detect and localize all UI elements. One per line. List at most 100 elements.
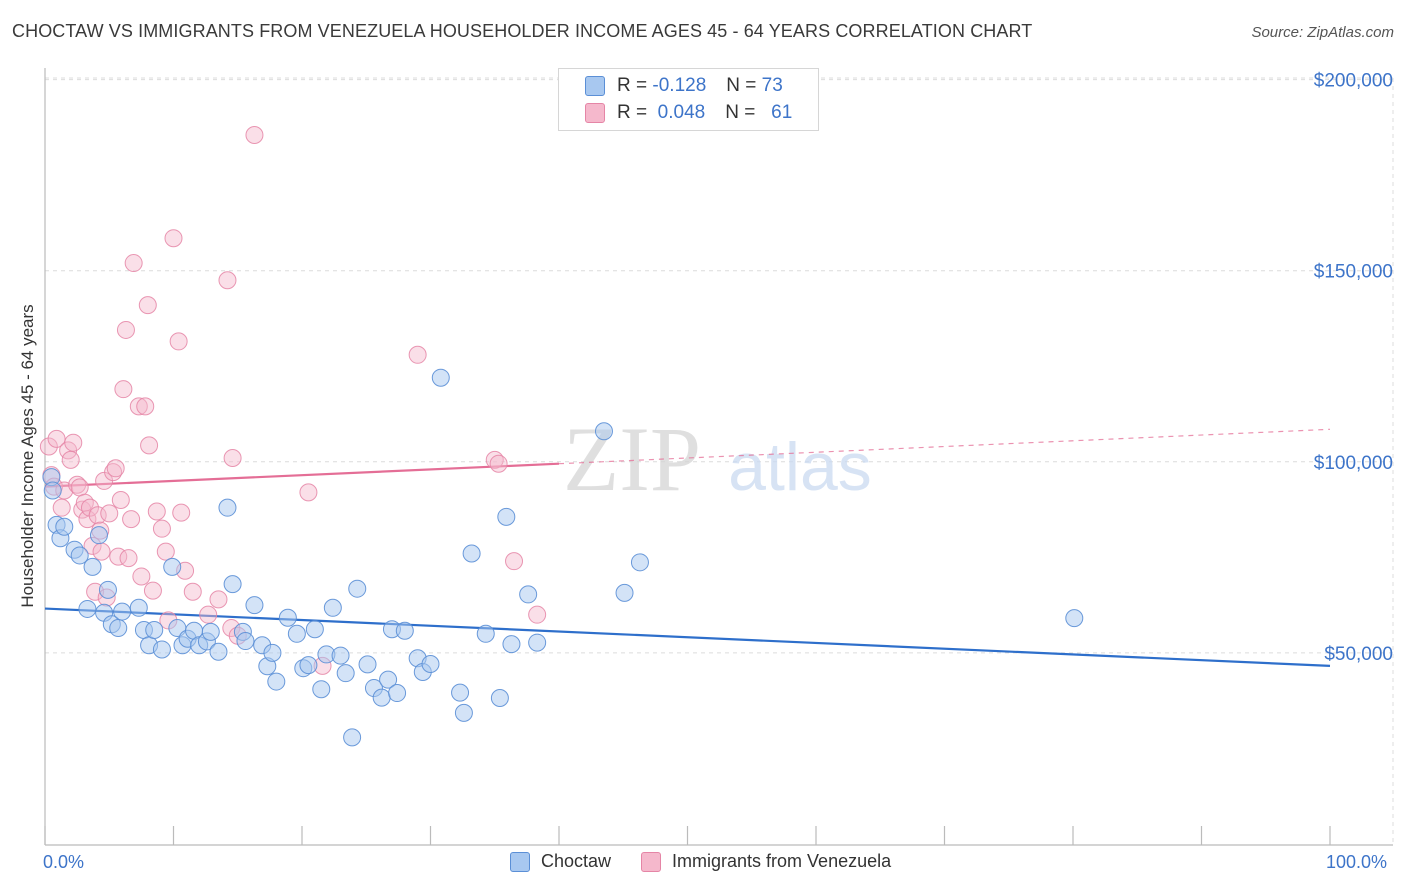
y-tick-label: $100,000 [1314, 453, 1393, 474]
venezuela-point [505, 552, 524, 571]
venezuela-point [52, 498, 71, 517]
venezuela-point [78, 510, 97, 529]
n-label: N = [726, 75, 757, 96]
venezuela-point [114, 380, 133, 399]
series-legend: Choctaw Immigrants from Venezuela [510, 851, 921, 872]
venezuela-point [61, 450, 80, 469]
venezuela-point [183, 582, 202, 601]
venezuela-point [156, 542, 175, 561]
r-label: R = [617, 102, 648, 123]
legend-row-venezuela: R = 0.048 N = 61 [585, 101, 792, 125]
source-note: Source: ZipAtlas.com [1251, 24, 1394, 41]
venezuela-point [169, 332, 188, 351]
legend-label-choctaw: Choctaw [541, 851, 612, 871]
venezuela-point [70, 478, 89, 497]
trend-lines [44, 428, 1331, 667]
choctaw-point [358, 655, 377, 674]
correlation-legend: R = -0.128 N = 73 R = 0.048 N = 61 [558, 68, 819, 131]
venezuela-point [147, 502, 166, 521]
choctaw-point [129, 598, 148, 617]
choctaw-point [223, 575, 242, 594]
choctaw-point [145, 620, 164, 639]
series-choctaw-points [42, 368, 1084, 747]
y-axis-label: Householder Income Ages 45 - 64 years [18, 304, 37, 608]
venezuela-point [245, 126, 264, 145]
venezuela-point [143, 581, 162, 600]
venezuela-point [119, 549, 138, 568]
choctaw-point [267, 672, 286, 691]
choctaw-point [83, 557, 102, 576]
venezuela-point [223, 448, 242, 467]
venezuela-point [218, 271, 237, 290]
choctaw-point [152, 640, 171, 659]
choctaw-point [218, 498, 237, 517]
venezuela-point [111, 491, 130, 510]
watermark-zip: ZIP [563, 408, 701, 510]
venezuela-swatch [585, 103, 605, 123]
choctaw-trend-line [44, 607, 1331, 667]
choctaw-point [323, 598, 342, 617]
venezuela-point [106, 459, 125, 478]
choctaw-point [451, 683, 470, 702]
venezuela-point [68, 475, 87, 494]
venezuela-point [132, 567, 151, 586]
y-tick-label: $150,000 [1314, 262, 1393, 283]
choctaw-point [278, 608, 297, 627]
choctaw-point [388, 684, 407, 703]
choctaw-point [55, 517, 74, 536]
x-tick-label-max: 100.0% [1326, 852, 1388, 872]
choctaw-point [372, 688, 391, 707]
choctaw-point [630, 553, 649, 572]
choctaw-point [462, 544, 481, 563]
venezuela-point [100, 504, 119, 523]
choctaw-point [1065, 609, 1084, 628]
choctaw-point [502, 635, 521, 654]
y-tick-label: $50,000 [1324, 644, 1393, 665]
gridlines [45, 77, 1394, 845]
venezuela-point [172, 503, 191, 522]
choctaw-point [109, 619, 128, 638]
venezuela-swatch [641, 851, 662, 872]
r-value: -0.128 [652, 75, 707, 96]
axes [44, 68, 1393, 846]
watermark-atlas: atlas [728, 429, 872, 505]
choctaw-point [98, 580, 117, 599]
venezuela-point [138, 296, 157, 315]
choctaw-point [305, 620, 324, 639]
y-tick-label: $200,000 [1314, 71, 1393, 92]
venezuela-point [528, 605, 547, 624]
venezuela-point [489, 454, 508, 473]
x-tick-label-min: 0.0% [43, 852, 85, 872]
venezuela-point [408, 345, 427, 364]
choctaw-point [287, 624, 306, 643]
venezuela-point [136, 397, 155, 416]
venezuela-point [88, 506, 107, 525]
venezuela-trend-line [44, 462, 560, 488]
choctaw-point [78, 599, 97, 618]
legend-item-venezuela: Immigrants from Venezuela [641, 851, 891, 872]
choctaw-point [379, 670, 398, 689]
choctaw-point [43, 481, 62, 500]
choctaw-point [113, 602, 132, 621]
venezuela-point [116, 320, 135, 339]
choctaw-point [431, 368, 450, 387]
venezuela-point [152, 519, 171, 538]
legend-label-venezuela: Immigrants from Venezuela [672, 851, 892, 871]
series-venezuela-points [39, 126, 547, 675]
venezuela-point [47, 429, 66, 448]
choctaw-point [331, 646, 350, 665]
n-label: N = [725, 102, 756, 123]
choctaw-point [348, 579, 367, 598]
choctaw-point [594, 422, 613, 441]
choctaw-point [519, 585, 538, 604]
choctaw-point [245, 596, 264, 615]
choctaw-swatch [510, 851, 530, 872]
venezuela-point [39, 437, 58, 456]
choctaw-point [89, 526, 108, 545]
venezuela-point [299, 483, 318, 502]
choctaw-point [395, 621, 414, 640]
venezuela-point [199, 605, 218, 624]
choctaw-point [336, 664, 355, 683]
r-label: R = [617, 75, 648, 96]
choctaw-point [299, 656, 318, 675]
